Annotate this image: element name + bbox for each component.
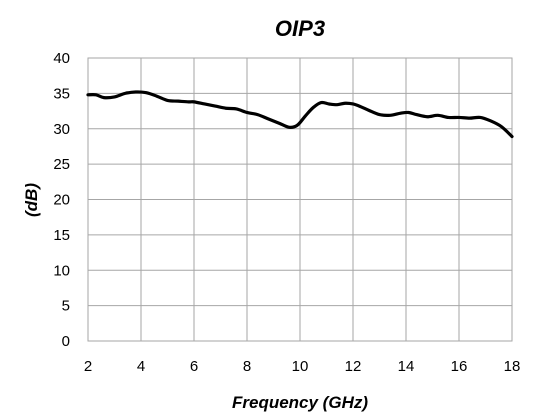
- y-tick-label: 25: [53, 156, 70, 173]
- chart-title: OIP3: [275, 16, 325, 41]
- y-tick-label: 5: [62, 298, 70, 315]
- y-tick-label: 15: [53, 227, 70, 244]
- y-tick-label: 30: [53, 121, 70, 138]
- x-tick-label: 16: [451, 358, 468, 375]
- x-tick-label: 18: [504, 358, 521, 375]
- x-tick-label: 14: [398, 358, 415, 375]
- x-tick-label: 4: [137, 358, 145, 375]
- plot-frame: [87, 57, 513, 342]
- x-tick-label: 2: [84, 358, 92, 375]
- x-tick-label: 10: [292, 358, 309, 375]
- oip3-series-line: [86, 90, 514, 139]
- x-tick-label: 8: [243, 358, 251, 375]
- y-tick-label: 10: [53, 262, 70, 279]
- x-axis-label: Frequency (GHz): [232, 393, 368, 412]
- x-tick-label: 12: [345, 358, 362, 375]
- y-tick-label: 40: [53, 50, 70, 67]
- y-tick-label: 0: [62, 333, 70, 350]
- y-axis-label: (dB): [22, 183, 41, 217]
- x-tick-label: 6: [190, 358, 198, 375]
- y-tick-label: 20: [53, 192, 70, 209]
- y-tick-label: 35: [53, 85, 70, 102]
